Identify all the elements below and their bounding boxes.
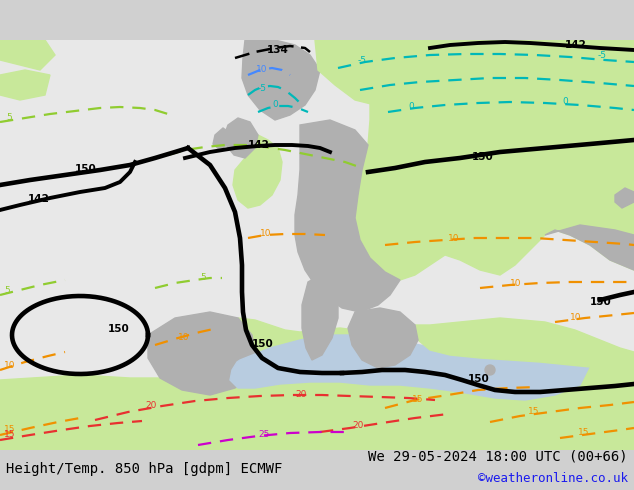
Text: 10: 10 <box>4 361 15 370</box>
Polygon shape <box>242 40 320 120</box>
Text: 0: 0 <box>408 102 414 111</box>
Text: 15: 15 <box>412 395 424 404</box>
Polygon shape <box>148 312 255 395</box>
Text: 15: 15 <box>4 425 15 434</box>
Text: 10: 10 <box>570 313 581 322</box>
Text: 142: 142 <box>28 194 50 204</box>
Text: We 29-05-2024 18:00 UTC (00+66): We 29-05-2024 18:00 UTC (00+66) <box>368 449 628 463</box>
Text: -5: -5 <box>598 51 607 60</box>
Polygon shape <box>348 308 418 368</box>
Text: 15: 15 <box>528 407 540 416</box>
Text: 25: 25 <box>258 430 269 439</box>
Polygon shape <box>315 40 415 105</box>
Text: ©weatheronline.co.uk: ©weatheronline.co.uk <box>477 472 628 485</box>
Text: 10: 10 <box>510 279 522 288</box>
Text: 10: 10 <box>448 234 460 243</box>
Text: -5: -5 <box>358 56 367 65</box>
Text: 20: 20 <box>295 390 306 399</box>
Polygon shape <box>213 128 230 150</box>
Polygon shape <box>545 225 634 270</box>
Text: 0: 0 <box>562 97 568 106</box>
Polygon shape <box>233 135 282 208</box>
Text: 150: 150 <box>108 324 130 334</box>
Polygon shape <box>230 335 590 400</box>
Text: 5: 5 <box>6 113 12 122</box>
Circle shape <box>485 365 495 375</box>
Polygon shape <box>0 70 50 100</box>
Text: Height/Temp. 850 hPa [gdpm] ECMWF: Height/Temp. 850 hPa [gdpm] ECMWF <box>6 462 283 476</box>
Text: 15: 15 <box>578 428 590 437</box>
Text: 134: 134 <box>267 45 289 55</box>
Text: 10: 10 <box>256 65 268 74</box>
Text: 150: 150 <box>468 374 489 384</box>
Polygon shape <box>410 40 634 125</box>
Text: 142: 142 <box>565 40 587 50</box>
Polygon shape <box>302 275 338 360</box>
Polygon shape <box>0 318 634 450</box>
Text: 150: 150 <box>472 152 494 162</box>
Text: 15: 15 <box>4 430 15 439</box>
Text: 150: 150 <box>590 297 612 307</box>
Polygon shape <box>415 318 634 370</box>
Text: 150: 150 <box>75 164 97 174</box>
Text: 150: 150 <box>252 339 274 349</box>
Polygon shape <box>225 118 258 158</box>
Text: 0: 0 <box>272 100 278 109</box>
Polygon shape <box>615 188 634 208</box>
Text: -5: -5 <box>258 84 267 93</box>
Text: 142: 142 <box>248 140 270 150</box>
Text: 5: 5 <box>4 286 10 295</box>
Text: 10: 10 <box>260 229 271 238</box>
Text: 5: 5 <box>200 273 206 282</box>
Polygon shape <box>0 40 55 70</box>
Text: 20: 20 <box>145 401 157 410</box>
Text: 20: 20 <box>352 421 363 430</box>
Text: 5: 5 <box>255 140 261 149</box>
Text: 10: 10 <box>178 333 190 342</box>
Polygon shape <box>295 120 400 312</box>
Polygon shape <box>355 40 634 280</box>
